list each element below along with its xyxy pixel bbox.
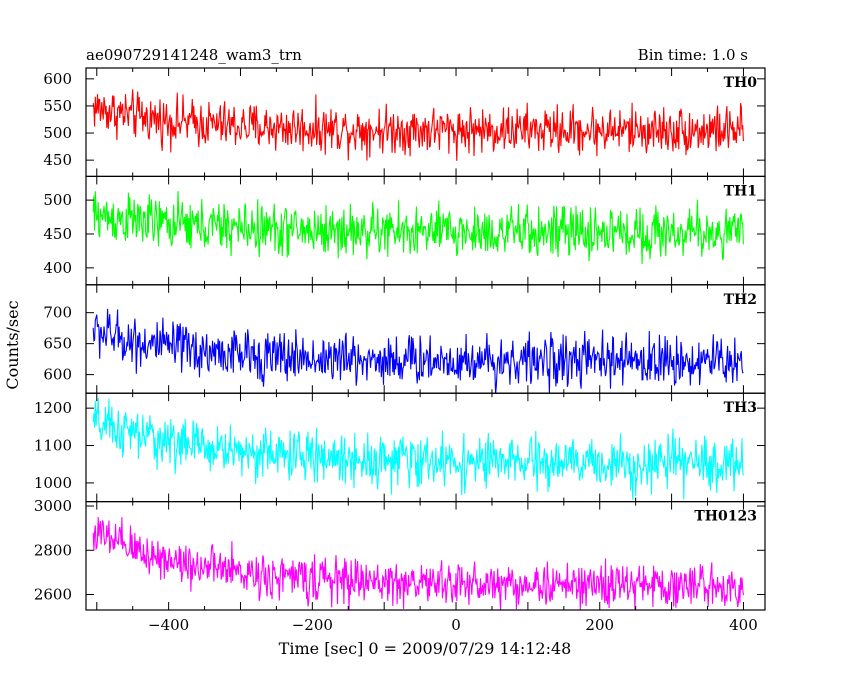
series-name-th2: TH2 bbox=[724, 292, 757, 308]
x-tick-label: 200 bbox=[585, 616, 614, 634]
y-tick-label: 400 bbox=[43, 259, 72, 277]
panel-th0: 450 500 550 600 TH0 bbox=[43, 67, 766, 178]
y-tick-label: 600 bbox=[43, 366, 72, 384]
series-line-th0 bbox=[92, 89, 744, 161]
series-name-th3: TH3 bbox=[724, 400, 757, 416]
x-axis-label: Time [sec] 0 = 2009/07/29 14:12:48 bbox=[279, 639, 572, 658]
y-tick-label: 650 bbox=[43, 335, 72, 353]
x-tick-label: 400 bbox=[729, 616, 758, 634]
series-line-th0123 bbox=[92, 516, 744, 611]
series-line-th2 bbox=[92, 308, 744, 394]
y-tick-label: 500 bbox=[43, 191, 72, 209]
series-name-th1: TH1 bbox=[724, 183, 757, 199]
panels: 450 500 550 600 TH0 400 450 500 TH1 600 650 700 TH2 1… bbox=[34, 67, 766, 634]
y-tick-label: 550 bbox=[43, 97, 72, 115]
panel-th3: 1000 1100 1200 TH3 bbox=[34, 392, 766, 503]
series-name-th0123: TH0123 bbox=[694, 509, 757, 525]
y-tick-label: 1100 bbox=[34, 437, 72, 455]
y-axis-label: Counts/sec bbox=[3, 300, 22, 389]
chart-title: ae090729141248_wam3_trn bbox=[86, 46, 302, 64]
x-tick-label: −200 bbox=[292, 616, 333, 634]
y-tick-label: 3000 bbox=[34, 497, 72, 515]
y-tick-label: 2600 bbox=[34, 586, 72, 604]
y-tick-label: 1000 bbox=[34, 474, 72, 492]
panel-th1: 400 450 500 TH1 bbox=[43, 175, 766, 286]
panel-th0123: 2600 2800 3000 TH0123 bbox=[34, 497, 766, 611]
y-tick-label: 2800 bbox=[34, 541, 72, 559]
bin-time-label: Bin time: 1.0 s bbox=[638, 46, 748, 64]
y-tick-label: 450 bbox=[43, 151, 72, 169]
x-tick-label: −400 bbox=[148, 616, 189, 634]
y-tick-label: 600 bbox=[43, 70, 72, 88]
panel-frame bbox=[85, 501, 766, 611]
y-tick-label: 500 bbox=[43, 124, 72, 142]
x-tick-label: 0 bbox=[451, 616, 461, 634]
panel-th2: 600 650 700 TH2 bbox=[43, 284, 766, 394]
y-tick-label: 1200 bbox=[34, 399, 72, 417]
series-line-th3 bbox=[92, 397, 744, 500]
y-tick-label: 700 bbox=[43, 304, 72, 322]
y-tick-label: 450 bbox=[43, 225, 72, 243]
series-name-th0: TH0 bbox=[724, 75, 758, 91]
series-line-th1 bbox=[92, 191, 744, 265]
